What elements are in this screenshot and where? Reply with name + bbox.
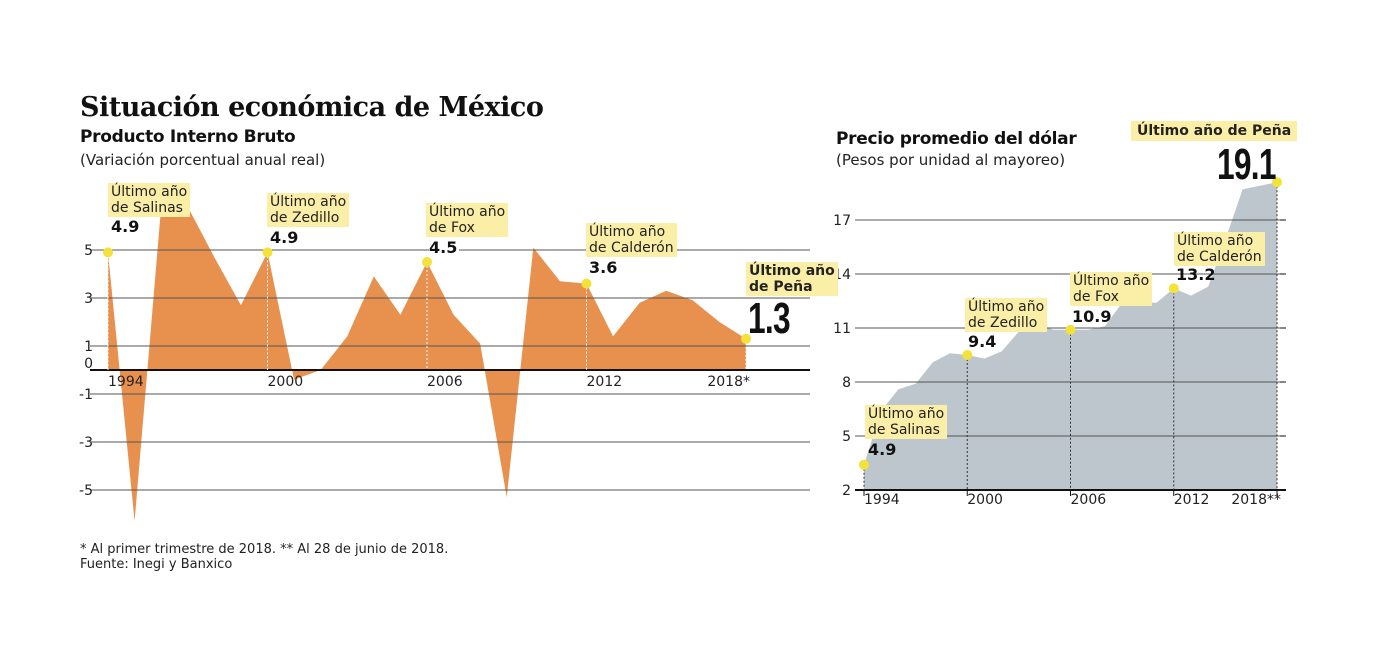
dollar-value-pena: 19.1 [1217, 140, 1276, 189]
source-note: Fuente: Inegi y Banxico [80, 557, 233, 572]
y-tick-label: 2 [842, 483, 851, 499]
dollar-annotation-fox: Último año de Fox [1070, 272, 1153, 306]
x-tick-label: 2012 [587, 374, 623, 390]
dollar-value-calderon: 13.2 [1176, 265, 1216, 284]
gdp-annotation-calderon: Último año de Calderón [586, 223, 677, 257]
gdp-value-salinas: 4.9 [111, 217, 140, 236]
footnote: * Al primer trimestre de 2018. ** Al 28 … [80, 542, 449, 557]
highlight-point [741, 333, 751, 344]
y-tick-label: 8 [842, 375, 851, 391]
gdp-annotation-fox: Último año de Fox [426, 203, 509, 237]
highlight-point [422, 257, 432, 267]
highlight-point [1168, 283, 1179, 294]
x-tick-label: 2000 [967, 492, 1003, 508]
highlight-point [103, 247, 113, 258]
y-tick-label: -3 [79, 435, 93, 451]
x-tick-label: 2018** [1231, 492, 1281, 508]
x-tick-label: 2000 [268, 374, 304, 390]
y-tick-label: 3 [84, 291, 93, 307]
gdp-value-fox: 4.5 [429, 238, 460, 257]
y-tick-label: -5 [79, 483, 93, 499]
dollar-annotation-zedillo: Último año de Zedillo [965, 298, 1048, 332]
highlight-point [1272, 177, 1282, 188]
x-tick-label: 2012 [1174, 492, 1210, 508]
x-tick-label: 2018* [707, 374, 750, 390]
gdp-chart: 5 3 10 -1 -3 -5 1994 2000 2006 2012 2018* [79, 206, 810, 522]
gdp-annotation-zedillo: Último año de Zedillo [267, 193, 350, 227]
dollar-annotation-pena: Último año de Peña [1131, 121, 1298, 141]
dollar-value-zedillo: 9.4 [968, 332, 997, 351]
dollar-value-salinas: 4.9 [868, 440, 897, 459]
highlight-point [581, 278, 592, 289]
y-tick-label: 17 [833, 213, 851, 229]
gdp-value-zedillo: 4.9 [270, 228, 299, 247]
dollar-area [864, 182, 1277, 490]
gdp-annotation-pena: Último año de Peña [746, 262, 838, 296]
highlight-point [859, 459, 869, 470]
x-tick-label: 1994 [864, 492, 900, 508]
highlight-point [962, 350, 973, 360]
x-tick-label: 2006 [1071, 492, 1107, 508]
x-tick-label: 2006 [427, 374, 463, 390]
dollar-value-fox: 10.9 [1072, 307, 1112, 326]
y-tick-label: 5 [84, 243, 93, 259]
y-tick-label: 5 [842, 429, 851, 445]
gdp-annotation-salinas: Último año de Salinas [108, 183, 191, 217]
y-tick-label: -1 [79, 387, 93, 403]
dollar-annotation-salinas: Último año de Salinas [865, 405, 948, 439]
dollar-title: Precio promedio del dólar [836, 129, 1077, 149]
highlight-point [1065, 324, 1076, 335]
highlight-point [262, 247, 273, 258]
gdp-subtitle: (Variación porcentual anual real) [80, 151, 326, 169]
y-tick-label: 0 [84, 356, 93, 372]
x-tick-label: 1994 [108, 374, 144, 390]
dollar-annotation-calderon: Último año de Calderón [1174, 232, 1265, 266]
gdp-title: Producto Interno Bruto [80, 127, 296, 147]
page-title: Situación económica de México [80, 92, 544, 123]
gdp-value-pena: 1.3 [748, 294, 791, 343]
y-tick-label: 11 [833, 321, 851, 337]
y-tick-label: 1 [84, 339, 93, 355]
dollar-subtitle: (Pesos por unidad al mayoreo) [836, 151, 1066, 169]
gdp-value-calderon: 3.6 [589, 258, 618, 277]
